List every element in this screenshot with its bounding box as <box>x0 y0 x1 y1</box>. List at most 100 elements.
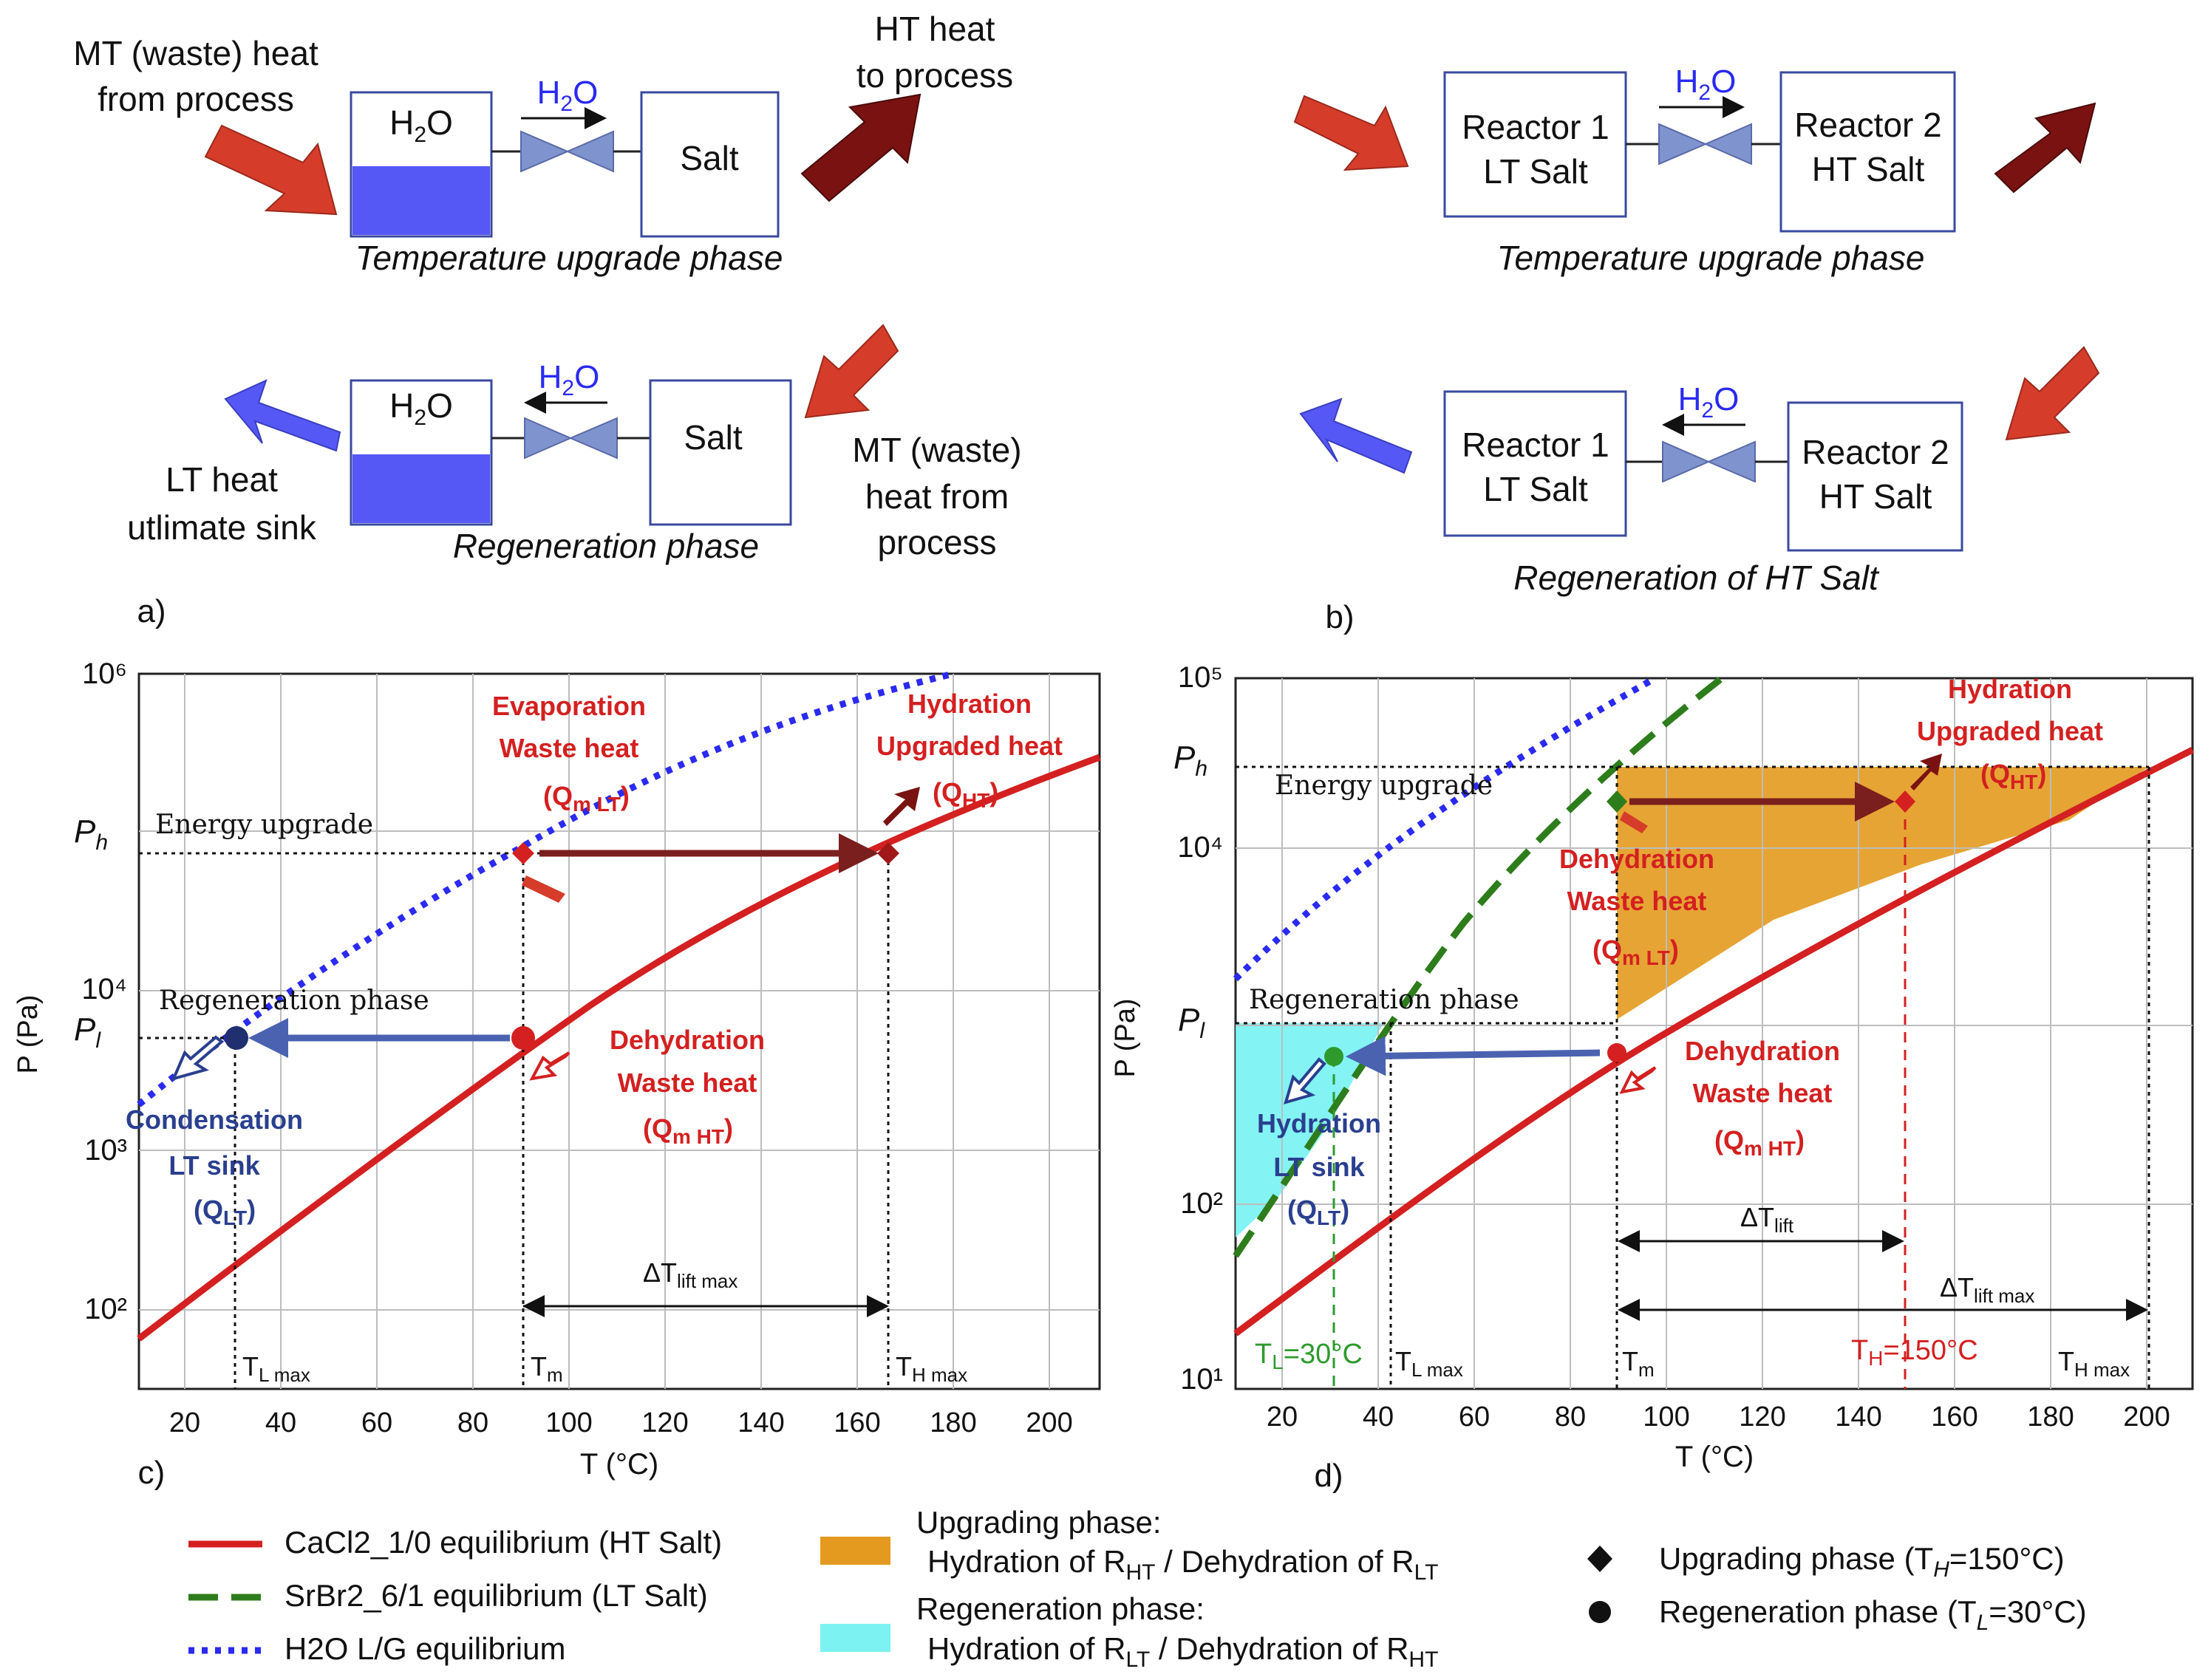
ht-heat-out-label-2: to process <box>856 56 1013 95</box>
panel-d-label: d) <box>1314 1458 1343 1494</box>
valve-icon <box>520 130 570 173</box>
h2o-water-fill <box>352 166 490 235</box>
x-axis-label-d: T (°C) <box>1675 1441 1754 1473</box>
svg-text:160: 160 <box>834 1407 880 1438</box>
svg-text:100: 100 <box>1643 1401 1689 1433</box>
svg-text:100: 100 <box>545 1407 592 1438</box>
legend-regeneration-swatch <box>820 1624 890 1652</box>
cond-label-3: (QLT) <box>194 1195 256 1229</box>
x-ticks-d: 20 40 60 80 100 120 140 160 180 200 <box>1267 1401 2170 1433</box>
y-axis-label-c: P (Pa) <box>13 994 44 1073</box>
panel-b-label: b) <box>1325 599 1354 635</box>
y-axis-label-d: P (Pa) <box>1110 998 1141 1077</box>
regen-arrow-d <box>1346 1036 1601 1076</box>
dehyd-mid-label-1: Dehydration <box>1559 844 1714 874</box>
tl-max-label-d: TL max <box>1395 1346 1463 1381</box>
delta-t-lift-label-d: ΔTlift <box>1740 1202 1794 1237</box>
svg-text:40: 40 <box>1363 1401 1394 1433</box>
energy-upgrade-label-c: Energy upgrade <box>155 810 373 840</box>
svg-text:10³: 10³ <box>84 1134 127 1167</box>
svg-text:10⁵: 10⁵ <box>1178 661 1223 694</box>
tl-30-label-d: TL=30°C <box>1255 1339 1363 1373</box>
svg-text:200: 200 <box>2123 1401 2170 1433</box>
heat-out-arrow <box>800 93 921 202</box>
hydr-hi-label-2: Upgraded heat <box>1917 716 2103 746</box>
tm-label-c: Tm <box>531 1351 563 1386</box>
svg-text:10⁴: 10⁴ <box>1177 831 1223 864</box>
dehyd-label-3: (Qm HT) <box>643 1113 733 1148</box>
mt-heat-regen-3: process <box>877 523 996 561</box>
valve-icon-b-regen-right <box>1706 440 1756 483</box>
salt-box-regen <box>649 379 792 526</box>
mt-heat-regen-1: MT (waste) <box>852 431 1021 469</box>
heat-out-arrow-b <box>1994 102 2096 194</box>
heat-in-arrow-b <box>1293 95 1409 171</box>
flow-h2o-label: H2O <box>537 75 599 116</box>
reactor1-label-1: Reactor 1 <box>1462 108 1609 146</box>
ht-heat-out-label-1: HT heat <box>875 10 995 48</box>
reactor1-box-regen <box>1443 390 1627 537</box>
svg-text:60: 60 <box>361 1407 392 1438</box>
dehyd-lo-label-1: Dehydration <box>1685 1036 1840 1066</box>
hydr-label-3: (QHT) <box>933 777 998 812</box>
mt-heat-regen-2: heat from <box>865 477 1009 516</box>
ph-label-d: Ph <box>1173 740 1207 781</box>
svg-text:80: 80 <box>457 1407 488 1438</box>
cond-label-2: LT sink <box>168 1150 260 1181</box>
panel-b: Reactor 1 LT Salt H2O Reactor 2 HT Salt … <box>1293 64 2100 635</box>
svg-text:160: 160 <box>1931 1401 1977 1433</box>
x-axis-label-c: T (°C) <box>580 1448 658 1481</box>
flow-h2o-label-b-regen: H2O <box>1678 381 1740 423</box>
panel-c: Energy upgrade Regeneration phase Evapor… <box>13 658 1101 1491</box>
salt-box <box>640 91 780 238</box>
hydr-label-2: Upgraded heat <box>876 731 1063 761</box>
x-ticks-c: 20 40 60 80 100 120 140 160 180 200 <box>169 1407 1073 1438</box>
evap-label-1: Evaporation <box>492 691 646 721</box>
upgrading-marker-red-d <box>1895 791 1915 813</box>
regen-marker-green-d <box>1324 1047 1343 1066</box>
delta-t-label-c: ΔTlift max <box>643 1257 737 1292</box>
reactor1-label-2: LT Salt <box>1483 152 1588 191</box>
salt-label-regen: Salt <box>684 418 742 457</box>
heat-sink-arrow <box>224 379 341 452</box>
hydr-lo-label-1: Hydration <box>1257 1108 1381 1138</box>
hydr-heat-arrow-c <box>883 787 920 826</box>
heat-in-arrow <box>204 124 338 216</box>
legend-circle-label: Regeneration phase (TL=30°C) <box>1659 1594 2087 1635</box>
evap-label-3: (Qm LT) <box>543 781 630 816</box>
reactor2-label-1: Reactor 2 <box>1794 106 1941 144</box>
svg-text:180: 180 <box>2027 1401 2074 1433</box>
valve-icon-regen <box>524 417 573 460</box>
regen-phase-label-c: Regeneration phase <box>159 986 429 1016</box>
reactor1-regen-label-2: LT Salt <box>1483 470 1588 508</box>
svg-text:10²: 10² <box>1180 1187 1223 1220</box>
delta-t-lift-max-label-d: ΔTlift max <box>1940 1272 2034 1307</box>
regen-phase-label-d: Regeneration phase <box>1249 985 1519 1015</box>
ph-label-c: Ph <box>74 813 108 855</box>
svg-text:140: 140 <box>1835 1401 1881 1433</box>
dehyd-mid-arrow-d <box>1620 811 1648 833</box>
pl-label-c: Pl <box>74 1011 101 1053</box>
svg-text:40: 40 <box>265 1407 296 1438</box>
heat-in-arrow-b-regen <box>2005 346 2100 441</box>
upgrading-marker-green-d <box>1607 791 1627 813</box>
legend-circle-icon <box>1589 1601 1611 1623</box>
dehyd-label-1: Dehydration <box>610 1025 765 1055</box>
valve-icon-b-regen <box>1662 440 1711 483</box>
regeneration-region-d <box>1236 1023 1383 1237</box>
srbr2-equilibrium-curve-d <box>1233 675 1724 1258</box>
y-ticks-d: 10¹ 10² 10⁴ 10⁵ <box>1177 661 1223 1396</box>
h2o-water-fill-regen <box>352 454 490 523</box>
th-max-label-d: TH max <box>2058 1346 2130 1381</box>
reactor1-regen-label-1: Reactor 1 <box>1462 426 1609 464</box>
cond-label-1: Condensation <box>126 1104 303 1135</box>
reactor2-regen-label-2: HT Salt <box>1819 477 1932 516</box>
svg-text:60: 60 <box>1459 1401 1490 1433</box>
dehyd-label-2: Waste heat <box>618 1068 757 1098</box>
plot-c-grid <box>139 674 1100 1389</box>
salt-label: Salt <box>680 139 738 177</box>
flow-h2o-label-b: H2O <box>1675 64 1737 105</box>
hydr-lo-label-3: (QLT) <box>1287 1195 1349 1229</box>
svg-text:180: 180 <box>930 1407 976 1438</box>
dehyd-lo-arrow-d <box>1619 1066 1657 1094</box>
